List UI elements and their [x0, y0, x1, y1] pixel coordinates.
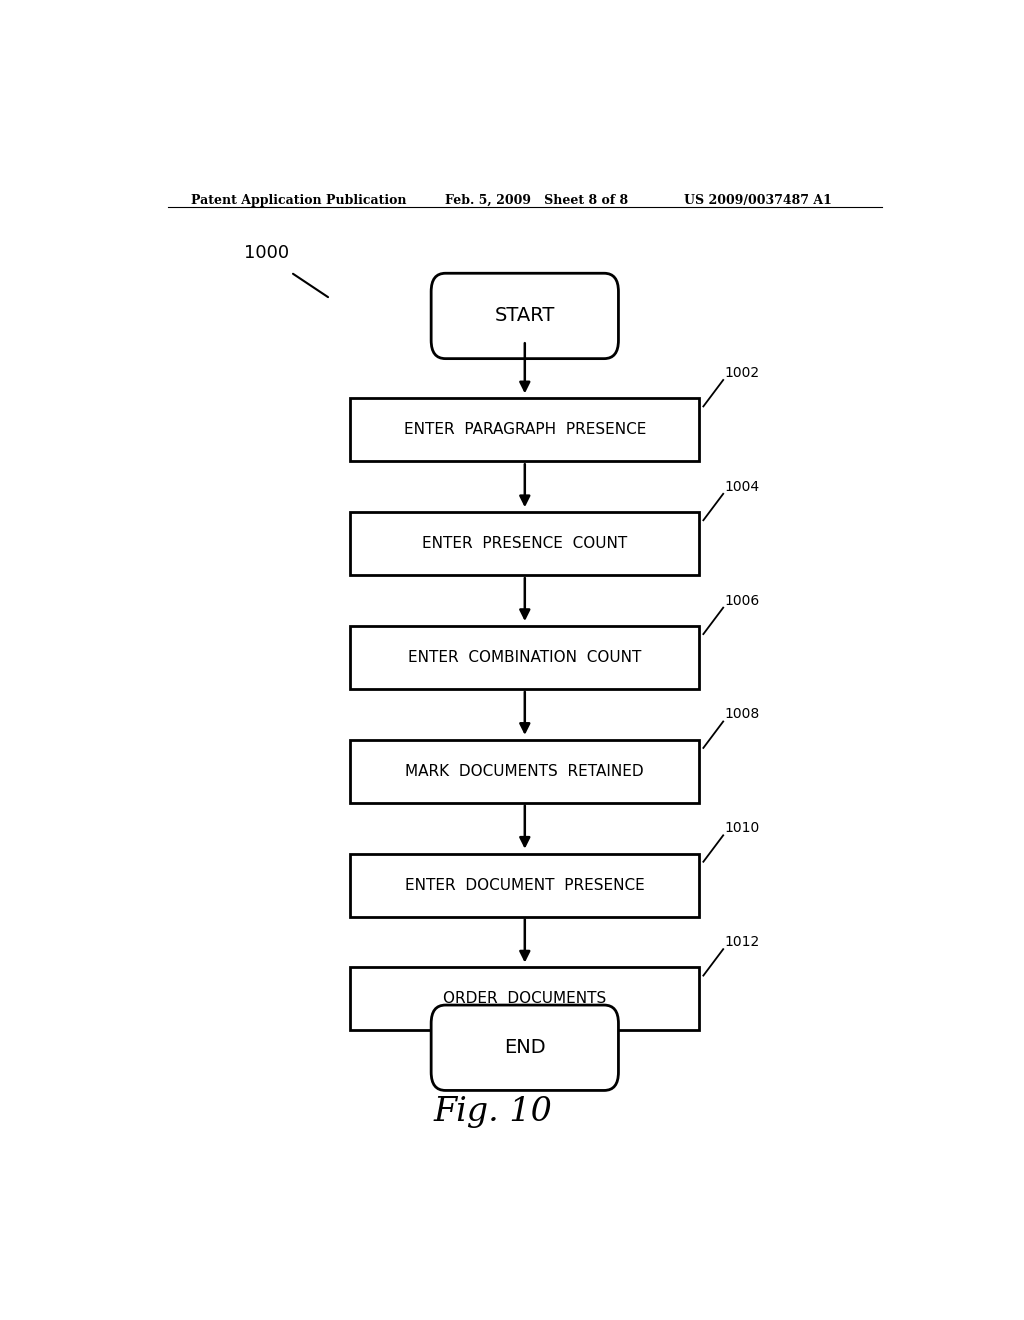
Text: ENTER  PRESENCE  COUNT: ENTER PRESENCE COUNT — [422, 536, 628, 552]
Text: 1004: 1004 — [725, 479, 760, 494]
Text: 1000: 1000 — [245, 244, 290, 263]
Text: Fig. 10: Fig. 10 — [433, 1096, 553, 1127]
Text: START: START — [495, 306, 555, 326]
FancyBboxPatch shape — [431, 273, 618, 359]
Bar — [350, 512, 699, 576]
Text: ORDER  DOCUMENTS: ORDER DOCUMENTS — [443, 991, 606, 1006]
Text: ENTER  PARAGRAPH  PRESENCE: ENTER PARAGRAPH PRESENCE — [403, 422, 646, 437]
Text: 1010: 1010 — [725, 821, 760, 836]
Text: 1006: 1006 — [725, 594, 760, 607]
Text: MARK  DOCUMENTS  RETAINED: MARK DOCUMENTS RETAINED — [406, 764, 644, 779]
Text: US 2009/0037487 A1: US 2009/0037487 A1 — [684, 194, 831, 207]
FancyBboxPatch shape — [431, 1005, 618, 1090]
Bar — [350, 399, 699, 461]
Text: 1008: 1008 — [725, 708, 760, 722]
Bar — [350, 626, 699, 689]
Text: ENTER  COMBINATION  COUNT: ENTER COMBINATION COUNT — [409, 649, 641, 665]
Text: 1012: 1012 — [725, 935, 760, 949]
Text: END: END — [504, 1039, 546, 1057]
Text: 1002: 1002 — [725, 366, 760, 380]
Bar — [350, 739, 699, 803]
Bar — [350, 968, 699, 1031]
Text: Feb. 5, 2009   Sheet 8 of 8: Feb. 5, 2009 Sheet 8 of 8 — [445, 194, 629, 207]
Text: ENTER  DOCUMENT  PRESENCE: ENTER DOCUMENT PRESENCE — [404, 878, 645, 892]
Bar — [350, 854, 699, 916]
Text: Patent Application Publication: Patent Application Publication — [191, 194, 407, 207]
